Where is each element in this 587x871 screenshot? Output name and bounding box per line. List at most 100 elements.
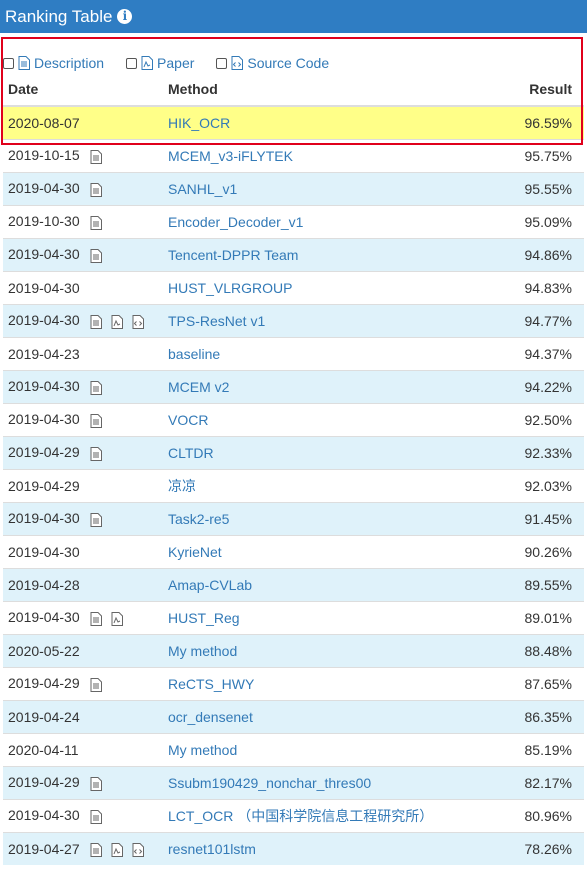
row-result: 90.26%	[474, 534, 584, 568]
description-icon[interactable]	[90, 149, 102, 164]
ranking-panel: Description Paper Source Code Date Metho…	[0, 33, 587, 865]
row-date: 2019-04-30	[8, 180, 80, 197]
header-title: Ranking Table	[5, 7, 113, 26]
row-method-link[interactable]: ReCTS_HWY	[163, 666, 474, 700]
row-date: 2019-04-24	[8, 708, 80, 725]
row-date-cell: 2019-04-30	[3, 402, 163, 436]
paper-icon[interactable]	[111, 611, 123, 626]
description-icon[interactable]	[90, 842, 102, 857]
table-row: 2019-04-29 ReCTS_HWY 87.65%	[3, 666, 584, 700]
row-method-link[interactable]: CLTDR	[163, 435, 474, 469]
description-icon[interactable]	[90, 809, 102, 824]
row-method-link[interactable]: Encoder_Decoder_v1	[163, 204, 474, 238]
row-method-link[interactable]: MCEM_v3-iFLYTEK	[163, 138, 474, 172]
table-row: 2019-04-30 HUST_Reg 89.01%	[3, 600, 584, 634]
description-icon[interactable]	[90, 677, 102, 692]
legend-paper[interactable]: Paper	[126, 55, 194, 71]
legend-source-code[interactable]: Source Code	[216, 55, 329, 71]
row-result: 94.86%	[474, 237, 584, 271]
row-result: 94.22%	[474, 369, 584, 403]
row-date-cell: 2020-08-07	[3, 105, 163, 139]
paper-icon[interactable]	[111, 314, 123, 329]
description-icon[interactable]	[90, 215, 102, 230]
row-date-cell: 2019-04-30	[3, 501, 163, 535]
table-row: 2019-04-30 SANHL_v1 95.55%	[3, 171, 584, 205]
row-date-cell: 2019-04-29	[3, 666, 163, 700]
row-date-cell: 2019-04-30	[3, 798, 163, 832]
legend-source-code-label: Source Code	[247, 55, 330, 71]
row-result: 94.37%	[474, 336, 584, 370]
description-icon[interactable]	[90, 446, 102, 461]
description-checkbox[interactable]	[3, 57, 14, 69]
row-method-link[interactable]: 凉凉	[163, 468, 474, 502]
row-method-link[interactable]: SANHL_v1	[163, 171, 474, 205]
column-header-result[interactable]: Result	[474, 73, 584, 107]
row-icons	[90, 380, 111, 395]
row-date: 2019-04-30	[8, 378, 80, 395]
row-icons	[90, 149, 111, 164]
row-date-cell: 2019-10-30	[3, 204, 163, 238]
legend-description[interactable]: Description	[3, 55, 104, 71]
row-method-link[interactable]: baseline	[163, 336, 474, 370]
row-method-link[interactable]: ocr_densenet	[163, 699, 474, 733]
row-icons	[90, 182, 111, 197]
table-row: 2019-04-30 Task2-re5 91.45%	[3, 501, 584, 535]
row-method-link[interactable]: HIK_OCR	[163, 105, 474, 139]
description-icon[interactable]	[90, 413, 102, 428]
paper-checkbox[interactable]	[126, 57, 138, 69]
description-icon[interactable]	[90, 314, 102, 329]
description-icon[interactable]	[90, 380, 102, 395]
column-header-method[interactable]: Method	[163, 73, 474, 107]
row-date: 2019-04-29	[8, 477, 80, 494]
row-result: 89.01%	[474, 600, 584, 634]
row-icons	[90, 413, 111, 428]
info-icon[interactable]: i	[117, 9, 133, 24]
row-method-link[interactable]: Amap-CVLab	[163, 567, 474, 601]
legend: Description Paper Source Code	[0, 33, 587, 73]
row-result: 91.45%	[474, 501, 584, 535]
row-method-link[interactable]: My method	[163, 633, 474, 667]
row-method-link[interactable]: HUST_Reg	[163, 600, 474, 634]
row-method-link[interactable]: Task2-re5	[163, 501, 474, 535]
source-code-icon[interactable]	[132, 314, 144, 329]
table-row: 2020-05-22 My method 88.48%	[3, 633, 584, 667]
row-date-cell: 2019-04-30	[3, 303, 163, 337]
row-date-cell: 2019-04-30	[3, 369, 163, 403]
column-header-date[interactable]: Date	[3, 73, 163, 107]
row-date: 2019-04-29	[8, 444, 80, 461]
row-method-link[interactable]: resnet101lstm	[163, 831, 474, 865]
source-code-checkbox[interactable]	[216, 57, 228, 69]
description-icon[interactable]	[90, 776, 102, 791]
description-icon[interactable]	[90, 611, 102, 626]
row-result: 89.55%	[474, 567, 584, 601]
description-icon[interactable]	[90, 248, 102, 263]
row-method-link[interactable]: KyrieNet	[163, 534, 474, 568]
row-result: 92.50%	[474, 402, 584, 436]
ranking-table-header: Ranking Table i	[0, 0, 587, 33]
row-method-link[interactable]: Ssubm190429_nonchar_thres00	[163, 765, 474, 799]
table-row: 2019-04-28 Amap-CVLab 89.55%	[3, 567, 584, 601]
row-icons	[90, 314, 153, 329]
row-method-link[interactable]: Tencent-DPPR Team	[163, 237, 474, 271]
row-method-link[interactable]: HUST_VLRGROUP	[163, 270, 474, 304]
row-method-link[interactable]: TPS-ResNet v1	[163, 303, 474, 337]
row-method-link[interactable]: MCEM v2	[163, 369, 474, 403]
row-date-cell: 2019-10-15	[3, 138, 163, 172]
row-date: 2019-04-28	[8, 576, 80, 593]
row-date-cell: 2020-05-22	[3, 633, 163, 667]
table-row: 2019-04-29 Ssubm190429_nonchar_thres00 82.…	[3, 765, 584, 799]
row-method-link[interactable]: VOCR	[163, 402, 474, 436]
row-date-cell: 2019-04-28	[3, 567, 163, 601]
row-date: 2019-04-30	[8, 510, 80, 527]
description-icon[interactable]	[90, 512, 102, 527]
row-icons	[90, 677, 111, 692]
row-method-link[interactable]: My method	[163, 732, 474, 766]
paper-icon[interactable]	[111, 842, 123, 857]
row-date-cell: 2019-04-29	[3, 765, 163, 799]
row-result: 95.55%	[474, 171, 584, 205]
row-method-link[interactable]: LCT_OCR （中国科学院信息工程研究所）	[163, 798, 474, 832]
source-code-icon[interactable]	[132, 842, 144, 857]
table-row: 2019-04-29 CLTDR 92.33%	[3, 435, 584, 469]
row-date: 2019-04-30	[8, 246, 80, 263]
description-icon[interactable]	[90, 182, 102, 197]
